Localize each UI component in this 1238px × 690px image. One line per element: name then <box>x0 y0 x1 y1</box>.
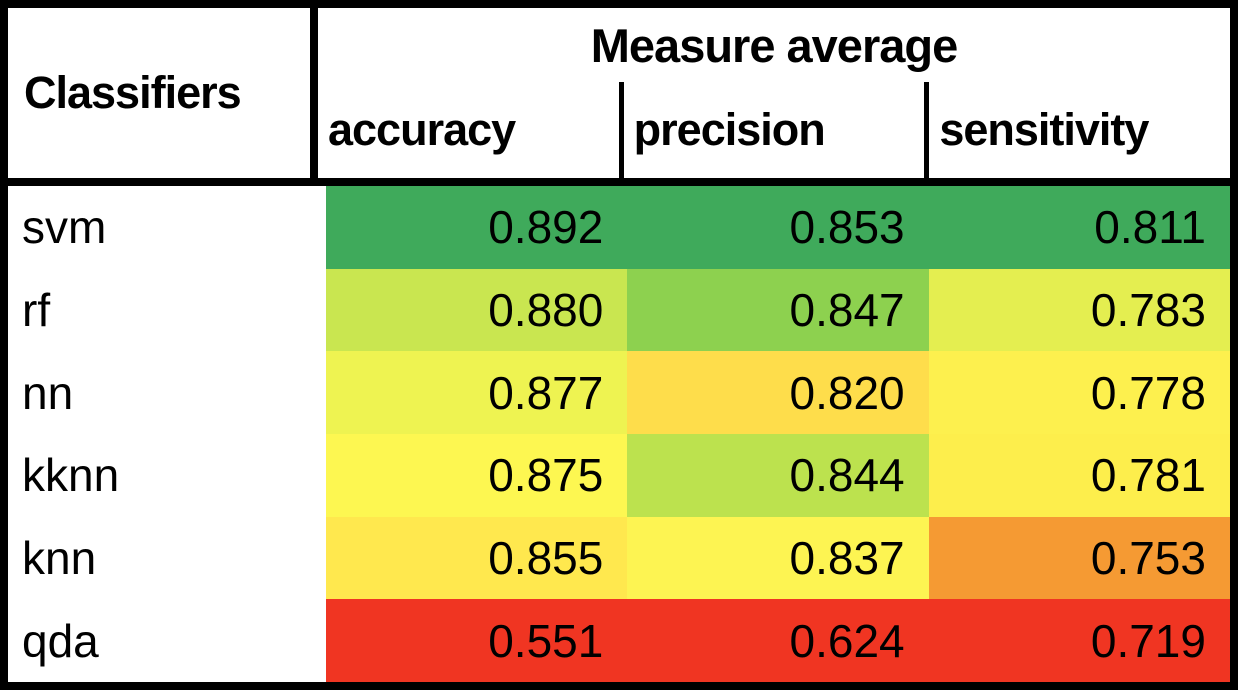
table-row-nn: nn 0.877 0.820 0.778 <box>8 351 1230 435</box>
table-row-svm: svm 0.892 0.853 0.811 <box>8 186 1230 269</box>
measures-header-group: Measure average accuracy precision sensi… <box>318 8 1230 178</box>
table-header: Classifiers Measure average accuracy pre… <box>8 8 1230 186</box>
cell-knn-precision: 0.837 <box>627 516 929 600</box>
table-row-knn: knn 0.855 0.837 0.753 <box>8 516 1230 600</box>
row-label: knn <box>8 516 326 600</box>
cell-svm-sensitivity: 0.811 <box>928 186 1230 269</box>
cell-rf-precision: 0.847 <box>627 268 929 352</box>
row-label: kknn <box>8 434 326 517</box>
row-label: qda <box>8 599 326 683</box>
row-label: rf <box>8 268 326 352</box>
cell-svm-accuracy: 0.892 <box>326 186 628 269</box>
cell-kknn-precision: 0.844 <box>627 434 929 517</box>
table-body: svm 0.892 0.853 0.811 rf 0.880 0.847 0.7… <box>8 186 1230 683</box>
cell-nn-sensitivity: 0.778 <box>928 351 1230 435</box>
cell-svm-precision: 0.853 <box>627 186 929 269</box>
row-label: nn <box>8 351 326 435</box>
table-row-kknn: kknn 0.875 0.844 0.781 <box>8 434 1230 517</box>
table-row-rf: rf 0.880 0.847 0.783 <box>8 268 1230 352</box>
measure-column-headers: accuracy precision sensitivity <box>318 82 1230 178</box>
cell-rf-sensitivity: 0.783 <box>928 268 1230 352</box>
cell-qda-sensitivity: 0.719 <box>928 599 1230 683</box>
cell-kknn-accuracy: 0.875 <box>326 434 628 517</box>
row-label: svm <box>8 186 326 269</box>
column-header-sensitivity: sensitivity <box>924 82 1230 178</box>
group-header-measure-average: Measure average <box>590 18 958 72</box>
cell-kknn-sensitivity: 0.781 <box>928 434 1230 517</box>
column-header-accuracy: accuracy <box>328 104 516 155</box>
cell-nn-accuracy: 0.877 <box>326 351 628 435</box>
cell-knn-accuracy: 0.855 <box>326 516 628 600</box>
cell-nn-precision: 0.820 <box>627 351 929 435</box>
cell-qda-precision: 0.624 <box>627 599 929 683</box>
cell-rf-accuracy: 0.880 <box>326 268 628 352</box>
cell-knn-sensitivity: 0.753 <box>928 516 1230 600</box>
table-row-qda: qda 0.551 0.624 0.719 <box>8 599 1230 683</box>
corner-header-classifiers: Classifiers <box>8 8 318 178</box>
column-header-precision: precision <box>618 82 925 178</box>
cell-qda-accuracy: 0.551 <box>326 599 628 683</box>
